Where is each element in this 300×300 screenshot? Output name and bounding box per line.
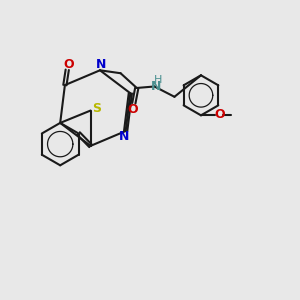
Text: O: O [127, 103, 138, 116]
Text: O: O [63, 58, 74, 71]
Text: N: N [150, 80, 161, 93]
Text: N: N [119, 130, 129, 143]
Text: H: H [154, 75, 162, 85]
Text: S: S [93, 102, 102, 115]
Text: N: N [96, 58, 106, 71]
Text: O: O [214, 108, 224, 121]
